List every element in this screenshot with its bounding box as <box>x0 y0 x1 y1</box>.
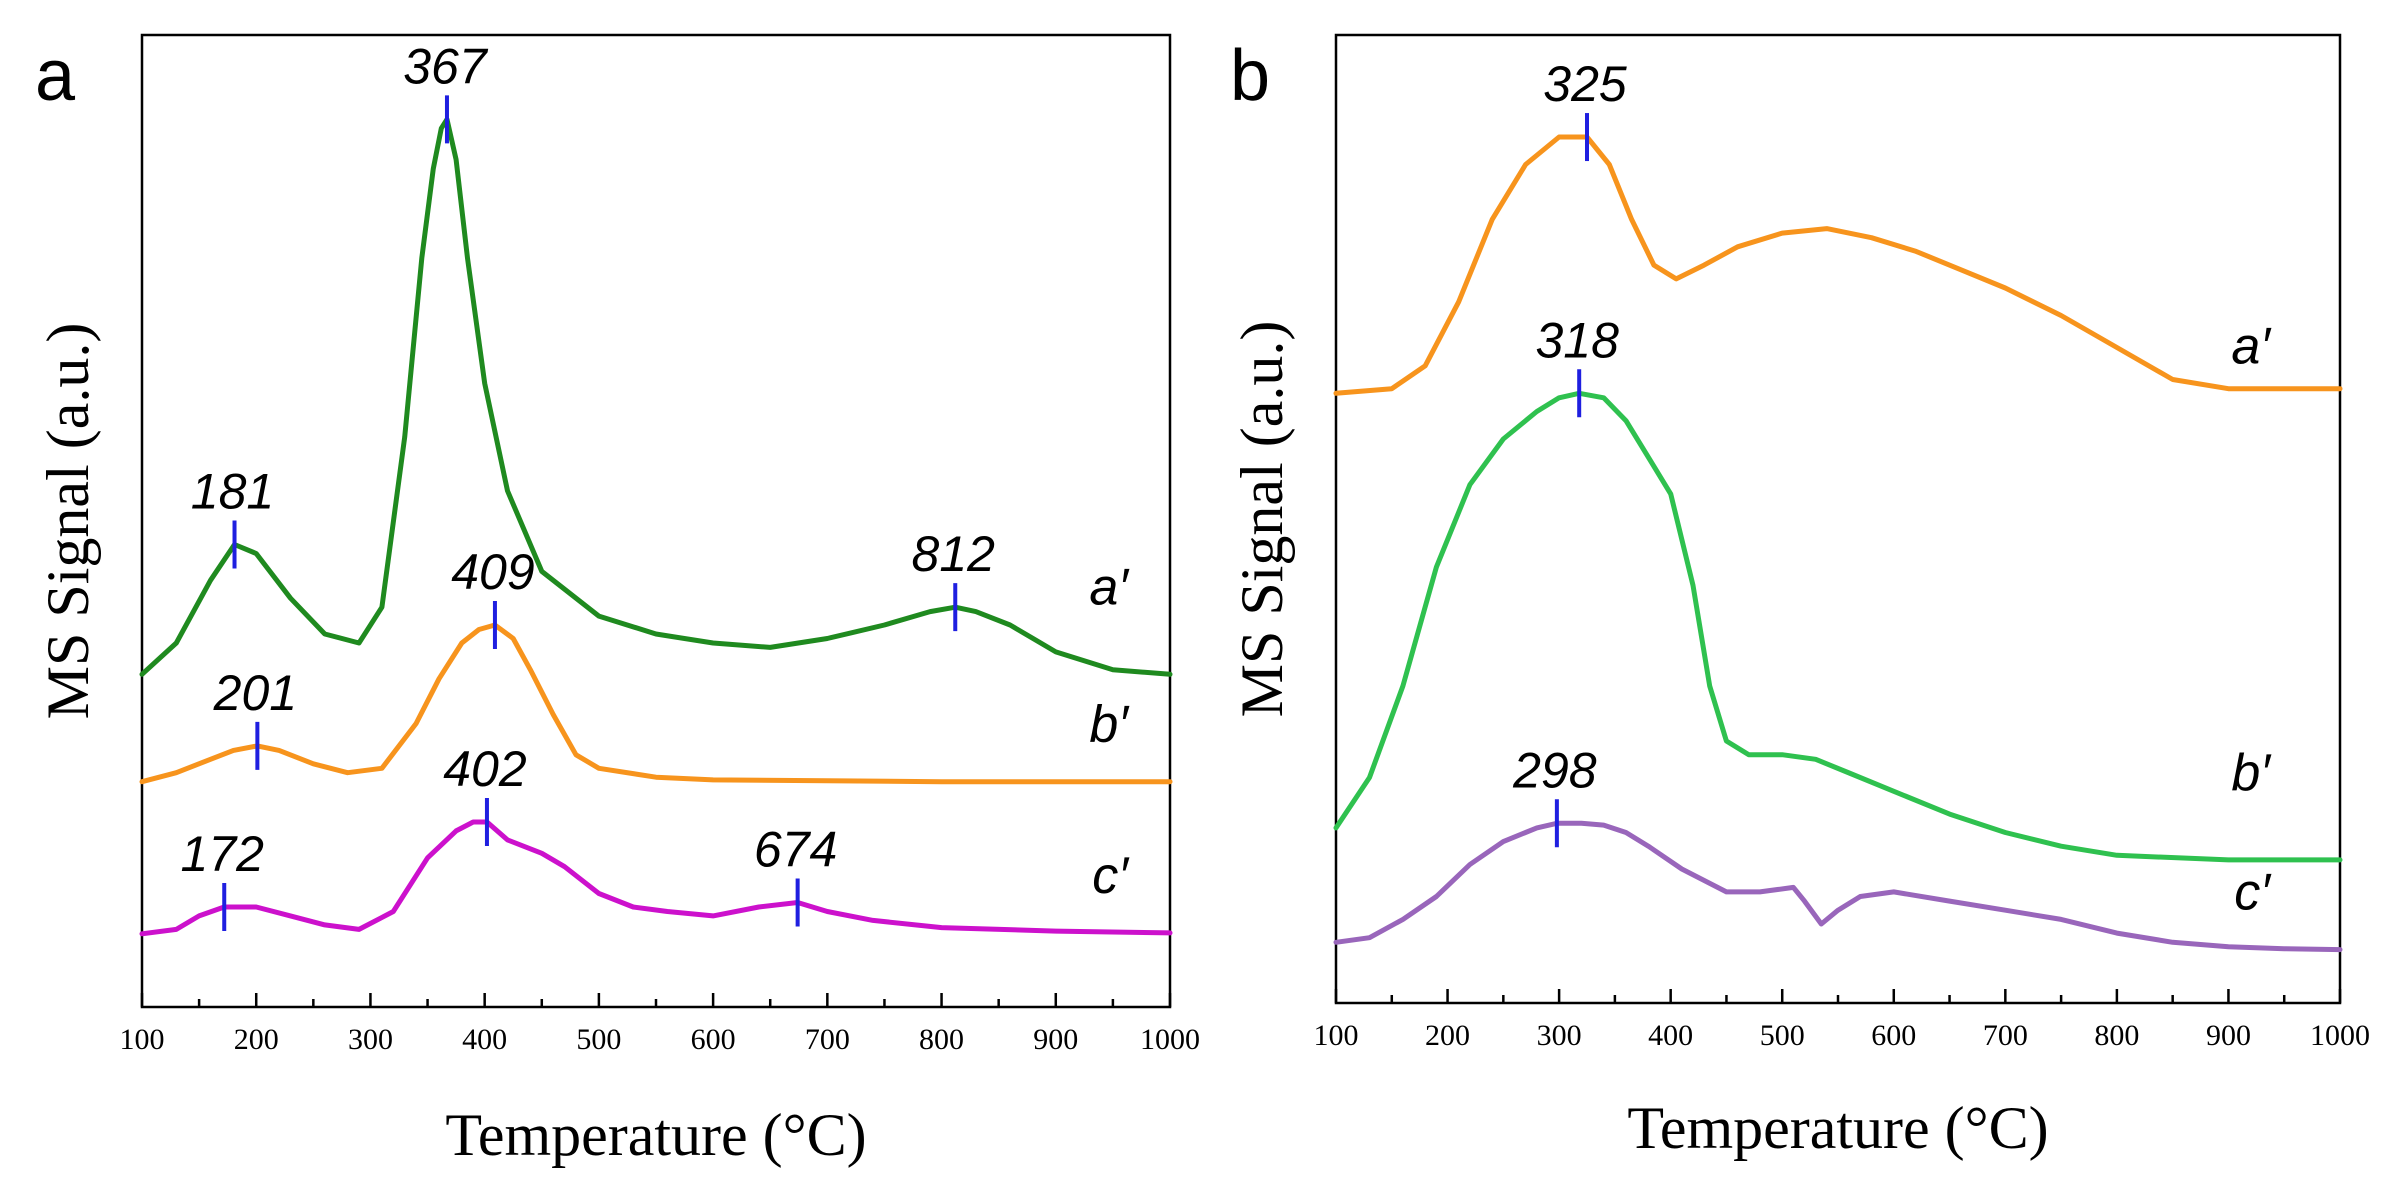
series-label: b′ <box>2231 744 2272 802</box>
panel-a-peak-markers <box>222 95 958 931</box>
panel-b-letter: b <box>1230 36 1270 116</box>
series-label: c′ <box>1092 847 1130 905</box>
panel-b-curves <box>1333 134 2343 953</box>
panel-b-peak-markers <box>1554 113 1589 848</box>
peak-label: 367 <box>403 38 489 94</box>
series-label: a′ <box>2231 318 2272 376</box>
panel-a-letter: a <box>35 36 76 116</box>
x-tick-label: 600 <box>691 1023 736 1056</box>
x-tick-label: 200 <box>1425 1019 1470 1052</box>
x-tick-label: 1000 <box>2310 1019 2370 1052</box>
peak-label: 674 <box>754 822 837 878</box>
x-tick-label: 300 <box>348 1023 393 1056</box>
panel-a-x-ticks: 100 200 300 400 500 600 700 800 900 1000 <box>120 993 1200 1056</box>
panel-a-y-axis-label: MS Signal (a.u.) <box>35 323 101 720</box>
panel-b-x-axis-label: Temperature (°C) <box>1627 1095 2048 1161</box>
x-tick-label: 400 <box>462 1023 507 1056</box>
x-tick-label: 900 <box>1033 1023 1078 1056</box>
series-label: b′ <box>1089 696 1130 754</box>
panel-a-labels: a′ 181 367 812 b′ 201 409 c′ 172 402 674 <box>181 38 1131 905</box>
x-tick-label: 600 <box>1871 1019 1916 1052</box>
x-tick-label: 500 <box>576 1023 621 1056</box>
x-tick-label: 800 <box>919 1023 964 1056</box>
panel-a-chart: a 100 200 300 400 500 600 700 800 900 1000 a′ 181 3… <box>35 33 1200 1168</box>
panel-b-labels: a′ 325 b′ 318 c′ 298 <box>1512 56 2272 922</box>
series-label: a′ <box>1089 558 1130 616</box>
panel-b-chart: b 100 200 300 400 500 600 700 800 900 1000 a′ 325 b… <box>1229 33 2370 1161</box>
panel-a-plot-frame <box>140 33 1172 1009</box>
x-tick-label: 800 <box>2094 1019 2139 1052</box>
peak-label: 201 <box>213 665 297 721</box>
series-line-1 <box>1333 134 2343 396</box>
x-tick-label: 1000 <box>1140 1023 1200 1056</box>
x-tick-label: 500 <box>1760 1019 1805 1052</box>
series-line-2 <box>1333 390 2343 863</box>
x-tick-label: 100 <box>1314 1019 1359 1052</box>
series-label: c′ <box>2234 864 2272 922</box>
x-tick-label: 400 <box>1648 1019 1693 1052</box>
series-line-1 <box>139 116 1173 677</box>
peak-label: 181 <box>191 464 274 520</box>
series-line-3 <box>1333 820 2343 953</box>
peak-label: 172 <box>181 826 265 882</box>
x-tick-label: 700 <box>1983 1019 2028 1052</box>
peak-label: 402 <box>443 741 527 797</box>
x-tick-label: 200 <box>234 1023 279 1056</box>
panel-b-y-axis-label: MS Signal (a.u.) <box>1229 321 1295 718</box>
x-tick-label: 900 <box>2206 1019 2251 1052</box>
x-tick-label: 100 <box>120 1023 165 1056</box>
panel-a-x-axis-label: Temperature (°C) <box>445 1102 866 1168</box>
peak-label: 318 <box>1535 312 1619 368</box>
peak-label: 298 <box>1512 742 1597 798</box>
panel-b-x-ticks: 100 200 300 400 500 600 700 800 900 1000 <box>1314 989 2370 1052</box>
peak-label: 409 <box>451 544 534 600</box>
x-tick-label: 300 <box>1537 1019 1582 1052</box>
panel-a-curves <box>139 116 1173 937</box>
peak-label: 812 <box>912 526 996 582</box>
peak-label: 325 <box>1543 56 1627 112</box>
series-line-3 <box>139 819 1173 937</box>
x-tick-label: 700 <box>805 1023 850 1056</box>
